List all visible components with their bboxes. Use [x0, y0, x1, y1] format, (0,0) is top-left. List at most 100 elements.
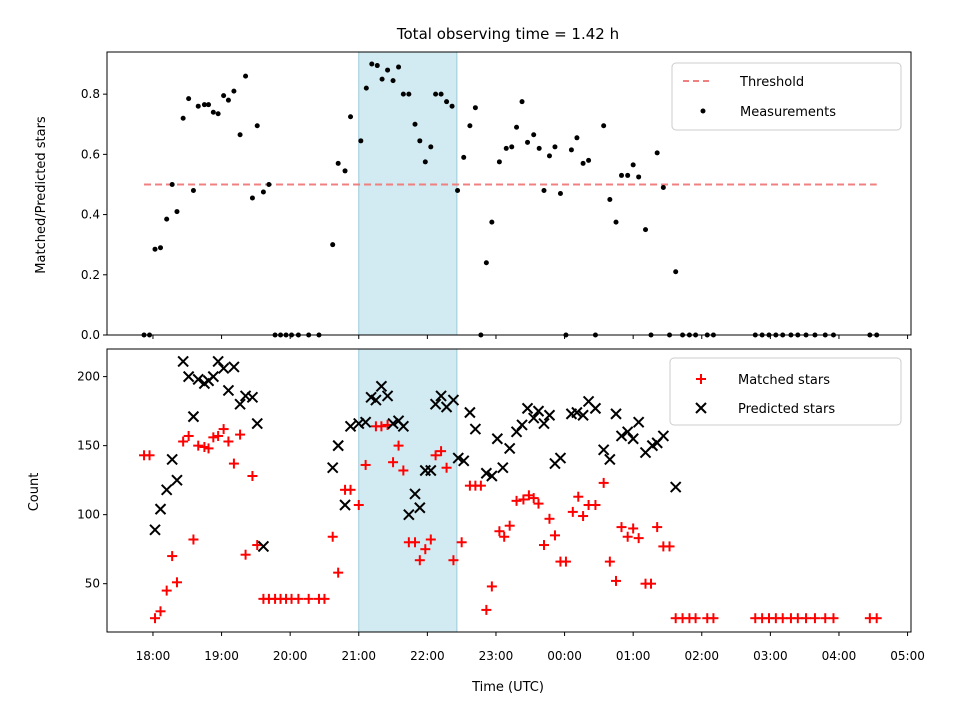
measurement-point	[363, 85, 369, 91]
predicted-star-point	[171, 474, 183, 486]
predicted-star-point	[527, 412, 540, 424]
matched-star-point	[188, 534, 199, 545]
matched-star-point	[410, 537, 421, 548]
measurement-point	[180, 115, 186, 121]
predicted-star-point	[375, 380, 388, 392]
measurement-point	[654, 150, 660, 156]
predicted-star-point	[257, 540, 270, 553]
bottom-axes-frame	[106, 348, 912, 633]
matched-star-point	[420, 544, 431, 555]
bottom-x-axis: 18:00 19:00 20:00 21:00 22:00 23:00 00:00 01:00…	[136, 632, 925, 663]
matched-star-point	[533, 498, 544, 509]
matched-star-point	[475, 480, 486, 491]
measurement-point	[169, 181, 175, 187]
bottom-xtick-label: 23:00	[479, 649, 514, 663]
measurement-point	[503, 145, 509, 151]
predicted-star-point	[627, 433, 639, 445]
top-ytick-label: 0.2	[81, 268, 100, 282]
matched-star-point	[167, 551, 178, 562]
matched-star-point	[223, 436, 234, 447]
matched-star-point	[528, 493, 539, 504]
measurement-point	[489, 219, 495, 225]
matched-star-point	[590, 499, 601, 510]
bottom-xtick-label: 05:00	[890, 649, 925, 663]
predicted-star-point	[359, 416, 372, 428]
matched-star-point	[183, 430, 194, 441]
measurement-point	[260, 189, 266, 195]
bottom-xtick-label: 01:00	[616, 649, 651, 663]
measurement-point	[557, 191, 563, 196]
measurement-point	[374, 63, 380, 69]
matched-star-point	[494, 526, 505, 537]
measurement-point	[461, 154, 467, 160]
predicted-star-point	[657, 430, 670, 442]
measurement-point	[525, 139, 531, 145]
top-ytick-label: 0.8	[81, 87, 100, 101]
predicted-stars-layer	[149, 355, 682, 553]
measurement-point	[358, 138, 364, 144]
predicted-star-point	[610, 408, 622, 420]
predicted-star-point	[452, 452, 464, 464]
predicted-star-point	[387, 417, 399, 430]
measurement-point	[206, 102, 212, 108]
predicted-star-point	[425, 464, 437, 477]
measurement-point	[455, 187, 461, 193]
matched-star-point	[598, 477, 609, 488]
bottom-xtick-label: 19:00	[204, 649, 239, 663]
predicted-star-point	[414, 502, 426, 514]
matched-star-point	[178, 436, 189, 447]
measurement-point	[509, 144, 515, 150]
measurement-point	[613, 219, 619, 225]
measurement-point	[483, 260, 489, 266]
matched-star-point	[628, 523, 639, 534]
measurement-point	[433, 91, 439, 97]
measurement-point	[630, 162, 636, 168]
measurement-point	[158, 245, 164, 251]
matched-star-point	[448, 555, 459, 566]
bottom-xtick-label: 21:00	[341, 649, 376, 663]
top-chart-title: Total observing time = 1.42 h	[396, 25, 619, 43]
matched-star-point	[345, 484, 356, 495]
top-shaded-interval	[358, 51, 458, 336]
matched-star-point	[376, 421, 387, 432]
measurement-point	[467, 123, 473, 129]
predicted-star-point	[621, 426, 634, 438]
predicted-star-point	[344, 420, 357, 433]
bottom-xtick-label: 03:00	[753, 649, 788, 663]
top-legend: Threshold Measurements	[671, 62, 902, 131]
matched-star-point	[327, 531, 338, 542]
matched-star-point	[567, 506, 578, 517]
measurement-point	[195, 103, 201, 109]
matched-star-point	[150, 613, 161, 624]
matched-star-point	[538, 540, 549, 551]
matched-star-point	[353, 499, 364, 510]
predicted-star-point	[222, 384, 235, 397]
predicted-star-point	[486, 470, 498, 482]
measurement-point	[417, 138, 423, 144]
measurement-point	[536, 145, 542, 151]
bottom-xtick-label: 18:00	[136, 649, 171, 663]
matched-star-point	[425, 534, 436, 545]
matched-star-point	[518, 494, 529, 505]
predicted-star-point	[212, 355, 224, 368]
predicted-star-point	[207, 370, 220, 383]
measurement-point	[601, 123, 607, 129]
matched-star-point	[441, 462, 452, 473]
matched-star-point	[664, 541, 675, 552]
measurement-point	[444, 99, 450, 105]
matched-star-point	[828, 613, 839, 624]
matched-star-point	[333, 567, 344, 578]
predicted-star-point	[228, 361, 240, 373]
predicted-star-point	[491, 433, 504, 445]
measurement-point	[186, 96, 192, 102]
matched-star-point	[544, 513, 555, 524]
matched-star-point	[155, 606, 166, 617]
predicted-star-point	[532, 405, 545, 417]
top-measurements-layer	[141, 61, 880, 338]
predicted-star-point	[554, 452, 567, 464]
matched-star-point	[414, 555, 425, 566]
bottom-ytick-label: 200	[77, 370, 100, 384]
matched-star-point	[871, 613, 882, 624]
matched-star-point	[611, 575, 622, 586]
